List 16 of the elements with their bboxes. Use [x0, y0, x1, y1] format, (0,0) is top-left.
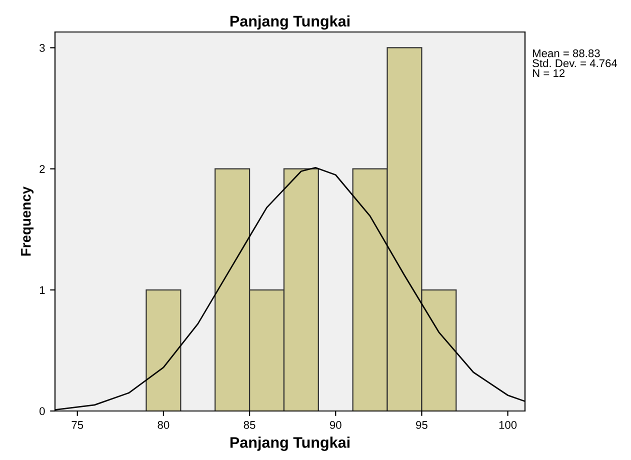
x-tick-label: 90 [330, 421, 342, 429]
x-tick-label: 95 [416, 421, 428, 429]
y-tick-label: 2 [40, 165, 45, 173]
x-tick-label: 85 [244, 421, 256, 429]
text: Std. Dev. = 4.764 [532, 59, 618, 68]
y-axis-title: Frequency [21, 186, 34, 256]
x-tick-label: 80 [158, 421, 170, 429]
x-tick-label: 100 [499, 421, 517, 429]
y-tick-label: 0 [40, 407, 45, 416]
text: Mean = 88.83 [532, 49, 600, 58]
y-tick-label: 1 [40, 286, 45, 294]
chart-title: Panjang Tungkai [230, 15, 350, 30]
x-tick-label: 75 [72, 421, 84, 429]
text: N = 12 [532, 69, 565, 78]
y-tick-label: 3 [40, 44, 45, 52]
x-axis-title: Panjang Tungkai [230, 436, 350, 451]
